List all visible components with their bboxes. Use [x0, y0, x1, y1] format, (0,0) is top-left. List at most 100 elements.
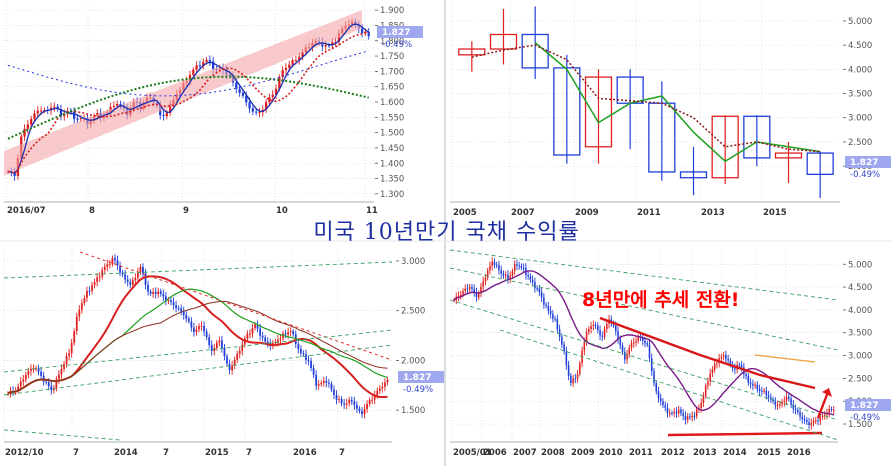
candle-body	[255, 111, 258, 113]
candle-body	[195, 65, 198, 70]
candle-body	[343, 403, 346, 405]
candle-body	[823, 414, 826, 416]
x-tick-label: 2005/01	[453, 448, 492, 458]
x-tick-label: 2007	[511, 208, 535, 218]
candle-body	[653, 371, 655, 384]
candle-body	[144, 273, 147, 285]
y-tick-label: 2.500	[848, 138, 872, 148]
candle-body	[662, 401, 664, 406]
candle-body	[358, 408, 361, 411]
candle-body	[821, 415, 824, 417]
candle-body	[792, 404, 795, 409]
candle-body	[713, 363, 716, 370]
last-value-badge	[377, 26, 423, 38]
candle-body	[749, 382, 752, 385]
candle-body	[384, 382, 386, 387]
candle-body	[312, 367, 315, 375]
candle-body	[466, 288, 469, 290]
candle-body	[763, 390, 765, 392]
chart-headline: 미국 10년만기 국채 수익률	[313, 220, 580, 245]
candle-body	[556, 319, 559, 330]
candle-body	[489, 265, 491, 271]
candle-body	[226, 356, 228, 364]
candle-body	[297, 343, 300, 349]
candle-body	[187, 318, 190, 322]
x-tick-label: 2012/10	[5, 448, 44, 458]
candle-body	[80, 303, 83, 310]
candle-body	[617, 331, 619, 340]
candle-body	[615, 325, 617, 332]
candle-body	[331, 42, 334, 46]
candle-body	[320, 382, 323, 385]
x-tick-label: 2013	[693, 448, 717, 458]
candle-body	[198, 65, 202, 67]
last-change-label: -0.49%	[403, 385, 433, 395]
candle-body	[348, 399, 351, 404]
candle-body	[812, 420, 815, 424]
candle-body	[335, 394, 338, 400]
candle-body	[17, 386, 20, 391]
candle-body	[540, 292, 543, 298]
candle-body	[165, 112, 168, 117]
candle-body	[366, 403, 368, 409]
candle-body	[691, 416, 693, 418]
candle-body	[462, 291, 464, 295]
candle-body	[58, 374, 60, 380]
candle-body	[254, 324, 256, 329]
candle-body	[743, 115, 771, 159]
candle-body	[619, 339, 622, 346]
candle-body	[819, 416, 822, 421]
candle-body	[98, 276, 101, 278]
candle-body	[212, 61, 215, 70]
candle-body	[386, 379, 389, 383]
candle-body	[334, 41, 337, 43]
candle-body	[26, 124, 30, 129]
candle-body	[268, 97, 271, 103]
candle-body	[96, 277, 99, 282]
candle-body	[588, 328, 590, 333]
candle-body	[154, 291, 157, 295]
candle-body	[814, 420, 817, 422]
candle-body	[776, 405, 779, 407]
last-value-label: 1.827	[382, 28, 410, 38]
y-tick-label: 1.500	[848, 420, 872, 430]
candle-body	[702, 396, 705, 403]
candle-body	[152, 291, 155, 294]
candle-body	[491, 261, 493, 266]
candle-body	[767, 395, 770, 398]
candle-body	[40, 371, 42, 376]
candle-body	[294, 59, 298, 61]
candle-body	[632, 342, 635, 344]
candle-body	[241, 92, 245, 96]
candle-body	[673, 411, 675, 414]
candle-body	[55, 379, 58, 389]
x-tick-label: 2014	[114, 448, 138, 458]
candle-body	[756, 384, 759, 390]
candle-body	[256, 324, 259, 329]
candle-body	[39, 110, 43, 112]
candle-body	[378, 388, 381, 391]
candle-body	[606, 323, 608, 329]
candle-body	[56, 106, 59, 109]
candle-body	[668, 412, 671, 414]
candle-body	[457, 296, 460, 298]
candle-body	[529, 276, 532, 280]
candle-body	[727, 359, 729, 361]
candle-body	[644, 340, 646, 344]
y-tick-label: 1.800	[380, 37, 404, 47]
candle-body	[579, 363, 581, 374]
candle-body	[210, 344, 213, 352]
candle-body	[570, 375, 572, 384]
candle-body	[561, 336, 563, 345]
candle-body	[360, 28, 364, 34]
candle-body	[797, 410, 799, 413]
candle-body	[486, 270, 489, 278]
candle-body	[754, 384, 756, 386]
y-tick-label: 1.500	[380, 129, 404, 139]
channel-line-dashed	[3, 329, 393, 373]
candle-body	[553, 67, 581, 156]
candle-body	[368, 399, 371, 404]
candle-body	[803, 419, 806, 421]
candle-body	[192, 69, 195, 75]
candle-body	[477, 293, 480, 298]
